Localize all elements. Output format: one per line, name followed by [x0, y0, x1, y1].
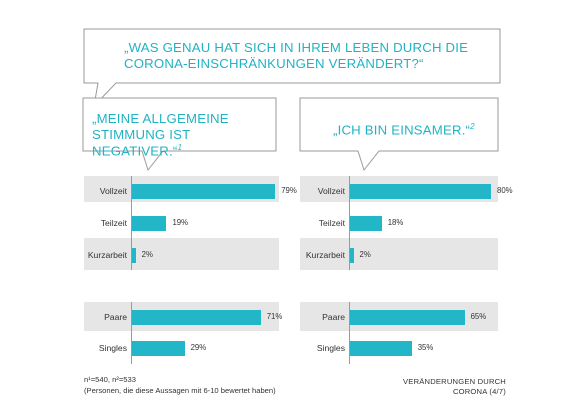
bar	[132, 215, 167, 231]
row-band	[300, 238, 498, 270]
section-label-line-1: VERÄNDERUNGEN DURCH	[403, 377, 506, 386]
category-label: Kurzarbeit	[87, 250, 127, 260]
bar-axis	[349, 176, 350, 270]
question-text: „WAS GENAU HAT SICH IN IHREM LEBEN DURCH…	[124, 40, 504, 72]
category-label: Vollzeit	[99, 186, 127, 196]
bar	[132, 183, 276, 199]
bar-value-label: 18%	[387, 218, 404, 227]
left-bubble-outline	[82, 97, 277, 172]
bar-value-label: 29%	[190, 343, 207, 352]
section-label-line-2: CORONA (4/7)	[452, 386, 506, 396]
bar-axis	[131, 176, 132, 270]
question-bubble-outline	[83, 28, 501, 108]
left-statement-line-2: STIMMUNG IST NEGATIVER.“	[92, 127, 191, 159]
bar	[350, 215, 382, 231]
bar-axis	[131, 302, 132, 364]
bar-value-label: 2%	[141, 250, 153, 259]
row-band	[84, 238, 279, 270]
bar-axis	[349, 302, 350, 364]
bar-value-label: 2%	[359, 250, 371, 259]
bar	[350, 183, 491, 199]
category-label: Paare	[104, 312, 127, 322]
question-line-2: CORONA-EINSCHRÄNKUNGEN VERÄNDERT?“	[124, 56, 424, 72]
category-label: Vollzeit	[317, 186, 345, 196]
category-label: Teilzeit	[318, 218, 345, 228]
bar	[132, 247, 136, 263]
category-label: Kurzarbeit	[305, 250, 345, 260]
left-footnote-marker: 1	[177, 143, 183, 153]
right-statement: „ICH BIN EINSAMER.“2	[333, 122, 523, 138]
bar-value-label: 79%	[281, 186, 297, 195]
bar-value-label: 65%	[470, 312, 487, 321]
bar-value-label: 19%	[172, 218, 189, 227]
category-label: Singles	[316, 343, 345, 353]
right-statement-line-1: „ICH BIN EINSAMER.“	[333, 122, 471, 138]
footer-sample-info: n¹=540, n²=533 (Personen, die diese Auss…	[84, 374, 276, 396]
right-footnote-marker: 2	[470, 122, 475, 131]
category-label: Teilzeit	[100, 218, 127, 228]
left-statement-line-1: „MEINE ALLGEMEINE	[92, 111, 229, 126]
section-label: VERÄNDERUNGEN DURCH CORONA (4/7)	[376, 377, 506, 397]
question-line-1: „WAS GENAU HAT SICH IN IHREM LEBEN DURCH…	[124, 40, 469, 55]
bar-value-label: 35%	[417, 343, 434, 352]
bar	[350, 247, 354, 263]
sample-size: n¹=540, n²=533	[84, 375, 136, 384]
left-statement: „MEINE ALLGEMEINE STIMMUNG IST NEGATIVER…	[92, 111, 282, 160]
bar-value-label: 71%	[266, 312, 283, 321]
right-bubble-outline	[299, 97, 499, 172]
bar-value-label: 80%	[497, 186, 513, 195]
sample-note: (Personen, die diese Aussagen mit 6-10 b…	[84, 386, 276, 395]
bar	[132, 309, 261, 325]
bar	[350, 309, 465, 325]
category-label: Paare	[322, 312, 345, 322]
category-label: Singles	[98, 343, 127, 353]
bar	[132, 340, 185, 356]
bar	[350, 340, 412, 356]
